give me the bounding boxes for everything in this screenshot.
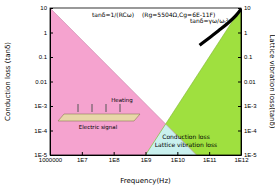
tick-mark bbox=[238, 8, 241, 9]
axis-line bbox=[241, 9, 242, 156]
heat-arrow bbox=[78, 104, 79, 112]
tick: 1E9 bbox=[141, 152, 152, 163]
tick-label: 1E-5 bbox=[34, 152, 47, 158]
tick-mark bbox=[50, 57, 53, 58]
series-label: tanδ=1/(RCω) bbox=[92, 11, 134, 18]
tick-mark bbox=[50, 155, 53, 156]
x-axis-title: Frequency(Hz) bbox=[120, 177, 171, 185]
tick: 10 bbox=[40, 5, 53, 11]
tick-label: 1E-4 bbox=[244, 128, 257, 134]
tick-label: 1E9 bbox=[141, 157, 152, 163]
tick-label: 1E-4 bbox=[34, 128, 47, 134]
tick: 1E7 bbox=[77, 152, 88, 163]
tick-mark bbox=[238, 57, 241, 58]
annotation: Lattice vibration loss bbox=[155, 141, 217, 148]
tick-label: 1E11 bbox=[203, 157, 217, 163]
annotation: Conduction loss bbox=[162, 133, 210, 140]
tick-mark bbox=[177, 152, 178, 155]
tick-mark bbox=[50, 8, 53, 9]
tick-mark bbox=[146, 152, 147, 155]
tick-mark bbox=[82, 152, 83, 155]
plot-frame bbox=[50, 8, 241, 155]
tick-mark bbox=[238, 106, 241, 107]
tick: 1E-3 bbox=[238, 103, 257, 109]
tick: 0.01 bbox=[238, 79, 256, 85]
region-edge bbox=[146, 8, 242, 155]
sample-slab bbox=[58, 114, 140, 121]
tick: 10 bbox=[238, 5, 251, 11]
tick-label: 10 bbox=[244, 5, 251, 11]
annotation: Heating bbox=[111, 97, 133, 104]
tick-mark bbox=[114, 152, 115, 155]
tick-label: 1E-5 bbox=[244, 152, 257, 158]
tick-label: 1 bbox=[44, 30, 48, 36]
tick-mark bbox=[50, 82, 53, 83]
x-axis: 10000001E71E81E91E101E111E12 bbox=[39, 152, 249, 163]
tick: 1E-5 bbox=[238, 152, 257, 158]
tick-mark bbox=[238, 131, 241, 132]
tick-mark bbox=[50, 131, 53, 132]
tick-label: 0.1 bbox=[244, 54, 253, 60]
y-axis-title: Conduction loss (tanδ) bbox=[4, 42, 12, 121]
tick: 1 bbox=[238, 30, 248, 36]
y2-axis: 1E-5 1E-4 1E-3 0.01 0.1 1 10 bbox=[238, 5, 257, 158]
tick-label: 0.01 bbox=[244, 79, 256, 85]
tick: 1E-3 bbox=[34, 103, 53, 109]
tick-label: 1E8 bbox=[109, 157, 120, 163]
tick: 1E8 bbox=[109, 152, 120, 163]
tick: 1E-5 bbox=[34, 152, 53, 158]
tick-label: 0.1 bbox=[39, 54, 48, 60]
y2-axis-title: Lattice vibration loss(tanδ) bbox=[268, 34, 275, 128]
tick: 1E10 bbox=[171, 152, 186, 163]
axis-line bbox=[51, 155, 242, 156]
tick-mark bbox=[238, 155, 241, 156]
y-axis: 1E-5 1E-4 1E-3 0.01 0.1 1 10 bbox=[34, 5, 53, 158]
tick-mark bbox=[50, 106, 53, 107]
annotation: Electric signal bbox=[79, 124, 118, 131]
tick: 0.01 bbox=[35, 79, 53, 85]
plot-area bbox=[50, 8, 241, 155]
tick-mark bbox=[238, 82, 241, 83]
tick-label: 1E10 bbox=[171, 157, 186, 163]
tick: 1E11 bbox=[203, 152, 217, 163]
tick-label: 1E-3 bbox=[244, 103, 257, 109]
tick-mark bbox=[209, 152, 210, 155]
tick-label: 1E-3 bbox=[34, 103, 47, 109]
tick: 0.1 bbox=[238, 54, 253, 60]
tick-mark bbox=[238, 33, 241, 34]
tick: 0.1 bbox=[39, 54, 53, 60]
tick: 1E-4 bbox=[238, 128, 257, 134]
tick-mark bbox=[50, 33, 53, 34]
chart: 10000001E71E81E91E101E111E121E-51E-41E-3… bbox=[0, 0, 275, 189]
tick-label: 0.01 bbox=[35, 79, 47, 85]
tick-label: 1 bbox=[244, 30, 248, 36]
tick-label: 10 bbox=[40, 5, 47, 11]
tick: 1E-4 bbox=[34, 128, 53, 134]
series-label: tanδ=γω/ωₜ² bbox=[190, 17, 229, 25]
inset-illustration bbox=[58, 104, 140, 121]
annotation: (Rg=5504Ω,Cg=6E-11F) bbox=[142, 11, 215, 19]
heat-arrow bbox=[120, 104, 121, 112]
heat-arrow bbox=[106, 104, 107, 112]
region-area bbox=[146, 8, 242, 155]
tick-label: 1E7 bbox=[77, 157, 88, 163]
heat-arrow bbox=[92, 104, 93, 112]
tick: 1 bbox=[44, 30, 53, 36]
